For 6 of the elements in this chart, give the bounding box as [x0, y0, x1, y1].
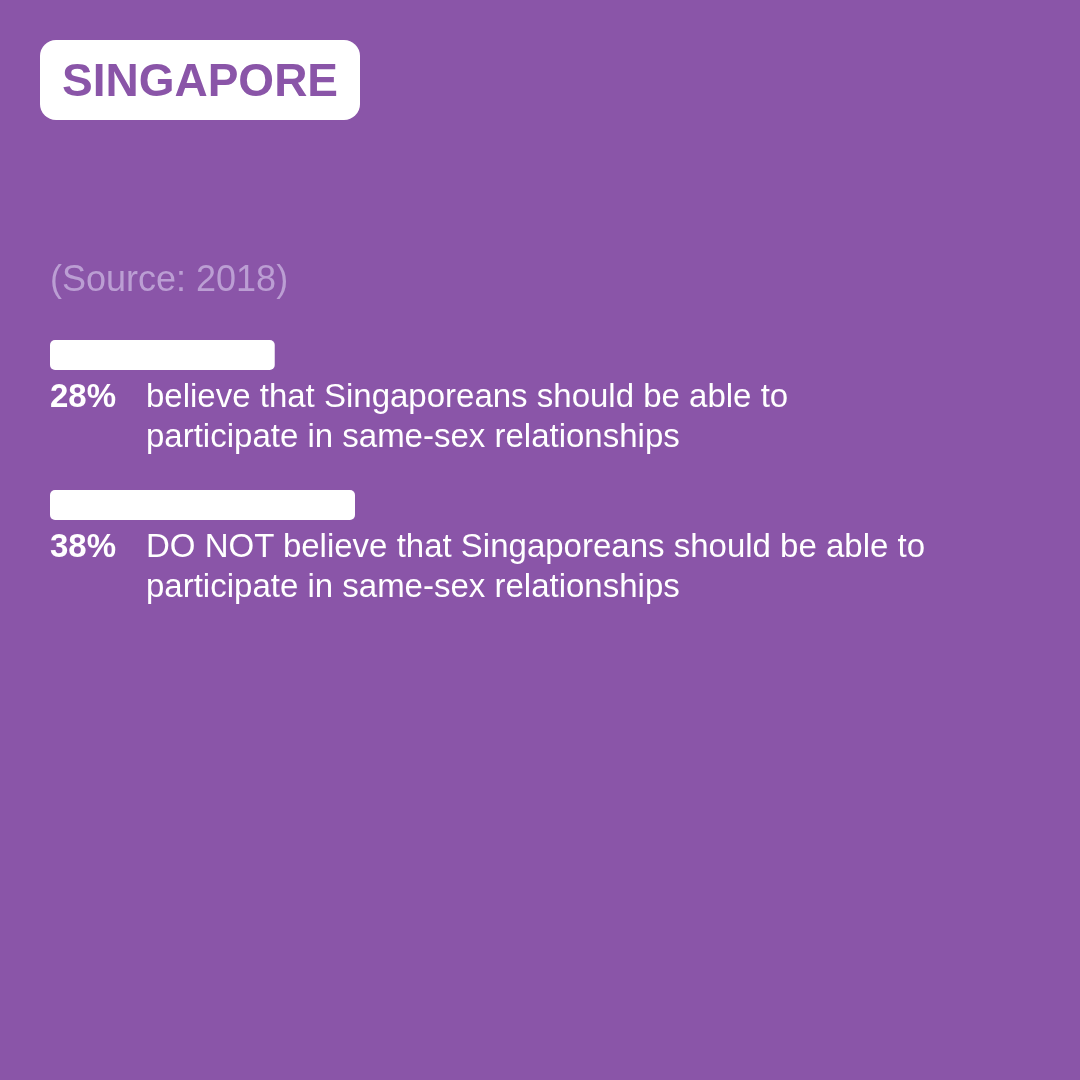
data-label: 38%	[50, 526, 118, 566]
data-label: 28%	[50, 376, 118, 416]
text: (Source: 2018)	[50, 258, 289, 300]
chart-title: SINGAPORE	[40, 40, 361, 120]
y-tick-label: believe that Singaporeans should be able to participate in same-sex relationships	[146, 376, 790, 456]
y-tick-label: DO NOT believe that Singaporeans should be able to participate in same-sex relationships	[146, 526, 927, 606]
